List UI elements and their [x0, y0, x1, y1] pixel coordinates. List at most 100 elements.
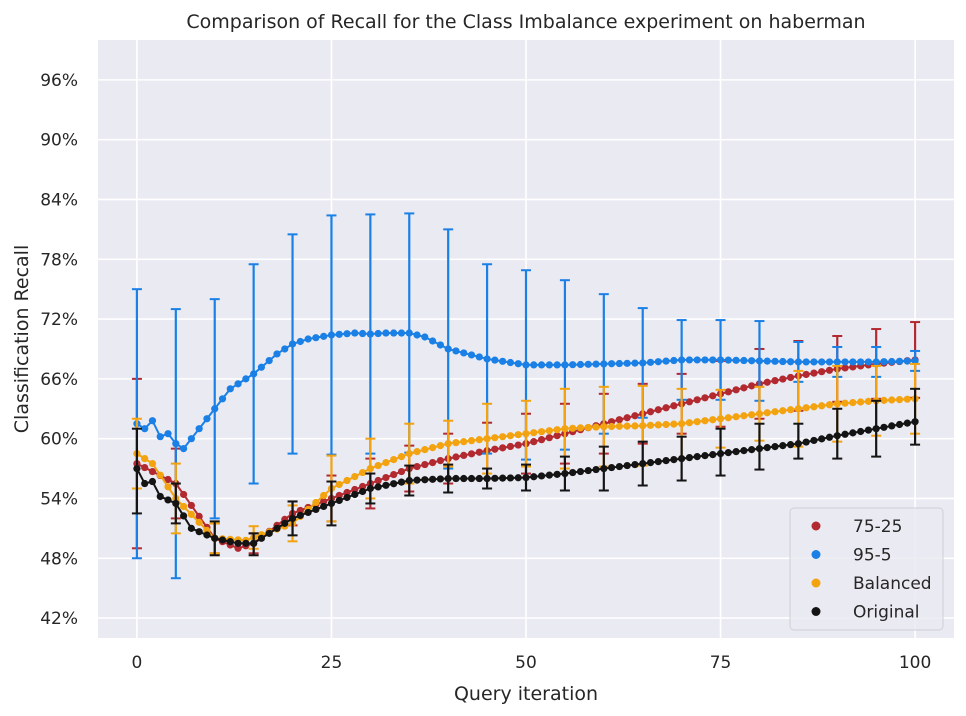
data-point	[452, 453, 460, 461]
data-point	[600, 464, 608, 473]
data-point	[250, 539, 258, 547]
y-tick-label: 84%	[40, 190, 78, 210]
data-point	[296, 506, 304, 515]
data-point	[499, 474, 507, 482]
data-point	[553, 361, 561, 369]
data-point	[405, 476, 413, 485]
data-point	[794, 405, 802, 413]
y-tick-label: 78%	[40, 250, 78, 270]
data-point	[351, 485, 359, 494]
data-point	[678, 455, 686, 463]
data-point	[499, 433, 507, 441]
data-point	[312, 505, 320, 514]
data-point	[763, 357, 771, 365]
data-point	[460, 349, 468, 357]
data-point	[755, 357, 764, 365]
data-point	[654, 358, 662, 366]
data-point	[522, 473, 530, 482]
data-point	[553, 470, 561, 478]
data-point	[600, 423, 608, 431]
data-point	[639, 422, 647, 430]
data-point	[460, 451, 468, 460]
data-point	[864, 358, 873, 366]
y-tick-label: 54%	[40, 489, 78, 509]
data-point	[491, 356, 499, 364]
data-point	[701, 452, 709, 460]
data-point	[475, 353, 483, 361]
data-point	[141, 425, 149, 433]
data-point	[413, 476, 421, 484]
data-point	[763, 378, 771, 386]
series-original	[131, 387, 921, 557]
data-point	[903, 419, 911, 427]
data-point	[709, 356, 717, 364]
data-point	[296, 511, 304, 520]
data-point	[895, 396, 904, 404]
data-point	[561, 361, 569, 369]
x-tick-label: 0	[131, 653, 142, 673]
data-point	[172, 499, 180, 508]
legend-label: Original	[853, 603, 920, 623]
data-point	[444, 440, 452, 448]
data-point	[654, 457, 662, 466]
data-point	[187, 435, 195, 443]
chart-title: Comparison of Recall for the Class Imbal…	[186, 11, 865, 33]
data-point	[810, 358, 818, 366]
data-point	[810, 436, 818, 445]
data-point	[491, 445, 499, 453]
data-point	[584, 466, 592, 475]
data-point	[724, 449, 732, 457]
data-point	[475, 448, 483, 456]
data-point	[615, 462, 623, 471]
x-tick-label: 75	[710, 653, 732, 673]
data-point	[849, 358, 857, 366]
data-point	[218, 536, 227, 544]
data-point	[195, 425, 203, 433]
data-point	[320, 332, 328, 340]
data-point	[693, 396, 701, 404]
data-point	[436, 475, 444, 483]
data-point	[195, 512, 203, 521]
data-point	[312, 498, 320, 507]
legend-marker	[811, 607, 821, 616]
data-point	[732, 386, 740, 394]
data-point	[818, 435, 826, 443]
data-point	[382, 473, 390, 482]
data-point	[716, 450, 725, 458]
data-point	[693, 453, 701, 461]
legend-marker	[811, 578, 821, 588]
data-point	[312, 334, 320, 342]
data-point	[553, 426, 561, 434]
data-point	[701, 417, 709, 425]
data-point	[608, 360, 616, 368]
data-point	[584, 423, 592, 432]
data-point	[242, 375, 250, 383]
data-point	[491, 434, 499, 442]
data-point	[327, 499, 336, 508]
data-point	[631, 412, 639, 420]
data-point	[545, 471, 553, 479]
data-point	[825, 433, 834, 441]
data-point	[662, 420, 670, 429]
data-point	[180, 502, 188, 511]
data-point	[670, 456, 678, 464]
data-point	[608, 463, 616, 472]
data-point	[444, 345, 452, 353]
data-point	[351, 329, 359, 337]
data-point	[265, 529, 273, 537]
data-point	[685, 398, 694, 406]
data-point	[537, 428, 546, 436]
data-point	[148, 477, 157, 486]
data-point	[288, 340, 297, 348]
data-point	[288, 514, 297, 523]
data-point	[374, 329, 382, 338]
data-point	[405, 450, 413, 458]
data-point	[600, 360, 608, 368]
data-point	[335, 330, 343, 338]
data-point	[234, 380, 242, 388]
data-point	[786, 406, 795, 414]
data-point	[841, 364, 849, 372]
data-point	[794, 440, 802, 448]
data-point	[320, 497, 328, 506]
data-point	[156, 492, 164, 501]
